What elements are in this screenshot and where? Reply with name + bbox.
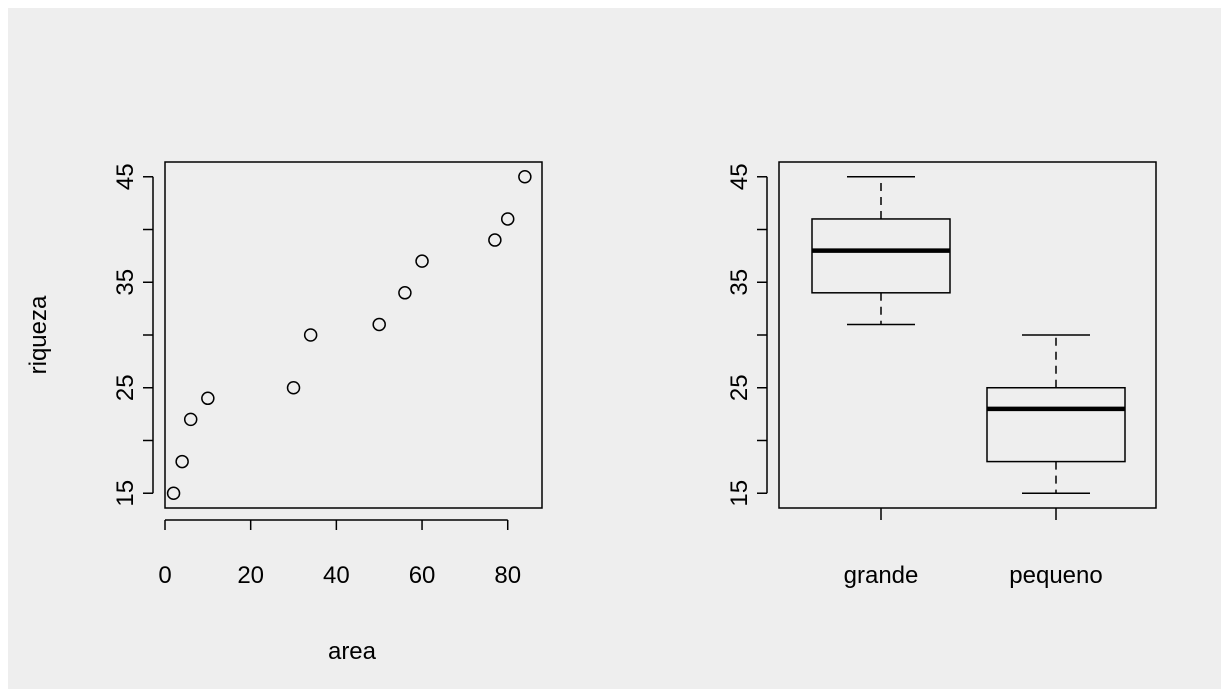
- scatter-point: [415, 254, 429, 268]
- boxplot-frame: [778, 161, 1157, 509]
- scatter-x-axis-title: area: [328, 638, 377, 665]
- boxplot-box-grande: [811, 176, 951, 326]
- scatter-x-tick-label: 40: [323, 562, 350, 589]
- boxplot-y-tick-label: 35: [726, 269, 753, 296]
- scatter-plot-frame: [164, 161, 543, 509]
- scatter-y-tick-label: 25: [112, 374, 139, 401]
- scatter-point: [500, 212, 515, 226]
- boxplot-y-axis: 15 25 35 45: [726, 163, 768, 507]
- scatter-point: [183, 412, 198, 427]
- interquartile-box: [811, 218, 951, 294]
- chart-canvas: 0 20 40 60 80 15 25 35 45 area riqueza 15 25 35 45…: [25, 161, 1157, 665]
- scatter-x-tick-label: 60: [409, 562, 436, 589]
- boxplot-x-axis: grande pequeno: [844, 508, 1103, 589]
- scatter-point: [201, 391, 215, 406]
- boxplot-box-pequeno: [986, 334, 1126, 494]
- scatter-y-tick-label: 15: [112, 480, 139, 507]
- scatter-x-tick-label: 20: [237, 562, 264, 589]
- scatter-point: [372, 317, 386, 332]
- scatter-y-axis-title: riqueza: [25, 295, 52, 374]
- scatter-point: [303, 328, 318, 342]
- boxplot-panel: 15 25 35 45 grande pequeno: [726, 161, 1157, 589]
- interquartile-box: [986, 386, 1126, 463]
- boxplot-boxes: [811, 176, 1126, 494]
- boxplot-y-tick-label: 15: [726, 480, 753, 507]
- scatter-y-tick-label: 45: [112, 163, 139, 190]
- scatter-x-axis: 0 20 40 60 80: [158, 519, 521, 589]
- scatter-point: [518, 170, 532, 184]
- scatter-point: [286, 380, 301, 395]
- boxplot-category-label: grande: [844, 562, 919, 589]
- scatter-point: [166, 486, 181, 500]
- scatter-point: [175, 454, 189, 469]
- scatter-x-tick-label: 80: [494, 562, 521, 589]
- scatter-y-axis: 15 25 35 45: [112, 163, 154, 507]
- scatter-x-tick-label: 0: [158, 562, 171, 589]
- boxplot-y-tick-label: 25: [726, 374, 753, 401]
- scatter-points: [166, 170, 532, 500]
- scatter-point: [488, 233, 502, 247]
- plot-window: 0 20 40 60 80 15 25 35 45 area riqueza 15 25 35 45…: [8, 8, 1221, 689]
- scatter-point: [398, 286, 412, 300]
- boxplot-category-label: pequeno: [1009, 562, 1102, 589]
- scatter-y-tick-label: 35: [112, 269, 139, 296]
- scatter-panel: 0 20 40 60 80 15 25 35 45 area riqueza: [25, 161, 543, 665]
- boxplot-y-tick-label: 45: [726, 163, 753, 190]
